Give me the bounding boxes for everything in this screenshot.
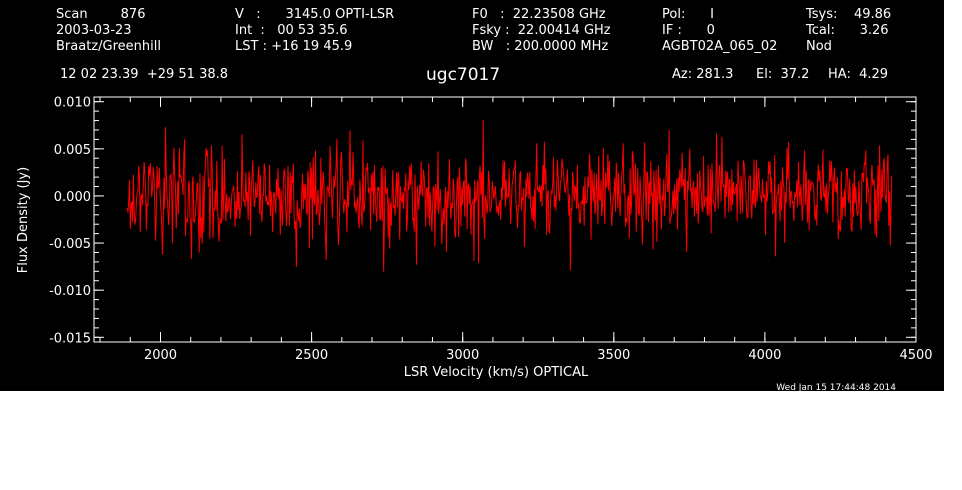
y-tick-label: 0.000 xyxy=(54,190,91,205)
project-label: AGBT02A_065_02 xyxy=(662,39,777,54)
y-tick-label: 0.010 xyxy=(54,96,91,111)
y-tick-label: 0.005 xyxy=(54,143,91,158)
y-tick-labels: -0.015 -0.010 -0.005 0.000 0.005 0.010 xyxy=(49,96,91,347)
tsys-label: Tsys: 49.86 xyxy=(805,7,891,22)
azimuth-label: Az: 281.3 xyxy=(672,67,733,82)
y-tick-label: -0.015 xyxy=(49,331,91,346)
coordinates-label: 12 02 23.39 +29 51 38.8 xyxy=(60,67,228,82)
source-name: ugc7017 xyxy=(426,65,500,85)
y-axis-label: Flux Density (Jy) xyxy=(16,167,31,273)
sky-freq-label: Fsky : 22.00414 GHz xyxy=(472,23,611,38)
x-axis-label: LSR Velocity (km/s) OPTICAL xyxy=(404,365,589,380)
flux-spectrum-series xyxy=(126,120,893,272)
lst-label: LST : +16 19 45.9 xyxy=(235,39,352,54)
bandwidth-label: BW : 200.0000 MHz xyxy=(472,39,608,54)
timestamp-label: Wed Jan 15 17:44:48 2014 xyxy=(776,383,896,391)
elevation-label: El: 37.2 xyxy=(756,67,809,82)
x-tick-label: 3500 xyxy=(597,348,630,363)
y-tick-label: -0.005 xyxy=(49,237,91,252)
header-info: Scan 876 2003-03-23 Braatz/Greenhill V :… xyxy=(56,7,891,85)
rest-freq-label: F0 : 22.23508 GHz xyxy=(472,7,606,22)
axis-ticks xyxy=(94,97,917,342)
plot-window: Scan 876 2003-03-23 Braatz/Greenhill V :… xyxy=(0,0,944,391)
observer-label: Braatz/Greenhill xyxy=(56,39,161,54)
spectrum-plot: Scan 876 2003-03-23 Braatz/Greenhill V :… xyxy=(16,7,933,391)
x-tick-label: 4500 xyxy=(899,348,932,363)
x-tick-label: 3000 xyxy=(446,348,479,363)
x-tick-labels: 2000 2500 3000 3500 4000 4500 xyxy=(144,348,933,363)
date-label: 2003-03-23 xyxy=(56,23,132,38)
y-tick-label: -0.010 xyxy=(49,284,91,299)
x-tick-label: 4000 xyxy=(748,348,781,363)
integration-label: Int : 00 53 35.6 xyxy=(235,23,348,38)
plot-frame xyxy=(93,96,917,343)
scan-label: Scan 876 xyxy=(56,7,145,22)
if-label: IF : 0 xyxy=(662,23,715,38)
tcal-label: Tcal: 3.26 xyxy=(805,23,889,38)
x-tick-label: 2500 xyxy=(295,348,328,363)
x-tick-label: 2000 xyxy=(144,348,177,363)
hour-angle-label: HA: 4.29 xyxy=(828,67,888,82)
procedure-label: Nod xyxy=(806,39,832,54)
polarization-label: Pol: I xyxy=(662,7,714,22)
velocity-label: V : 3145.0 OPTI-LSR xyxy=(235,7,394,22)
